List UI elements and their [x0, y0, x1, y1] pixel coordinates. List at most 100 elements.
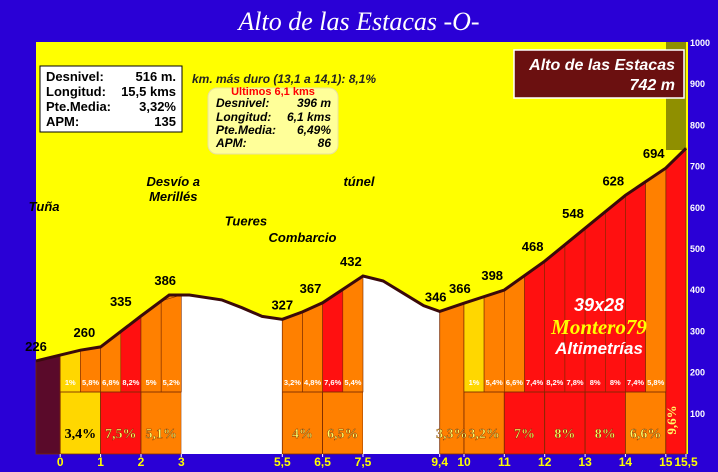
last-km-value-longitud: 6,1 kms [287, 110, 331, 124]
summit-altitude: 742 m [630, 77, 675, 94]
altitude-label: 327 [271, 297, 293, 312]
half-km-grade-label: 5,8% [647, 378, 664, 387]
half-km-grades: 1% 5,8% 6,8% 8,2% 5% 5,2% 3,2% 4,8% 7,6% 5,4% 1% 5,… [59, 167, 667, 393]
place-label: Combarcio [269, 230, 337, 245]
x-tick-label: 1 [97, 455, 104, 469]
km-grade-label: 3,4% [65, 427, 97, 442]
half-km-grade-label: 1% [469, 378, 480, 387]
half-km-grade-label: 6,6% [506, 378, 523, 387]
last-km-value-apm: 86 [318, 136, 332, 150]
half-km-fill [605, 194, 626, 393]
y-tick-label: 500 [690, 244, 705, 254]
stats-box: Desnivel: 516 m. Longitud: 15,5 kms Pte.… [39, 65, 183, 133]
altitude-label: 548 [562, 206, 584, 221]
last-km-value-pte-media: 6,49% [297, 123, 331, 137]
half-km-grade-label: 5,2% [163, 378, 180, 387]
stat-label-apm: APM: [46, 114, 79, 129]
half-km-fill [342, 275, 364, 393]
half-km-grade-label: 1% [65, 378, 76, 387]
altitude-label: 628 [602, 173, 624, 188]
km-grade-label: 6,5% [327, 427, 359, 442]
half-km-grade-label: 6,8% [102, 378, 119, 387]
gearing-label: 39x28 [574, 295, 624, 315]
half-km-fill [322, 288, 344, 393]
segment-fill [363, 276, 440, 454]
summit-box: Alto de las Estacas 742 m [513, 49, 685, 99]
km-grade-label: 8% [595, 427, 616, 442]
x-axis: 0 1 2 3 5,5 6,5 7,5 9,4 10 11 12 13 14 15 15,5 [57, 454, 698, 469]
stat-value-longitud: 15,5 kms [121, 84, 176, 99]
altitude-label: 386 [154, 273, 176, 288]
altitude-label: 366 [449, 281, 471, 296]
altitude-label: 367 [300, 281, 322, 296]
x-tick-label: 2 [138, 455, 145, 469]
y-tick-label: 600 [690, 203, 705, 213]
chart-title: Alto de las Estacas -O- [236, 7, 479, 36]
half-km-grade-label: 4,8% [304, 378, 321, 387]
x-tick-label: 6,5 [314, 455, 331, 469]
place-label: Tuña [29, 199, 60, 214]
half-km-fill [524, 260, 545, 393]
half-km-grade-label: 3,2% [284, 378, 301, 387]
half-km-fill [504, 275, 525, 393]
hardest-km-note: km. más duro (13,1 a 14,1): 8,1% [192, 72, 376, 86]
segment-fill [181, 295, 283, 454]
y-tick-label: 700 [690, 162, 705, 172]
km-grade-label: 3,2% [468, 427, 500, 442]
x-tick-label: 3 [178, 455, 185, 469]
altitude-label: 432 [340, 254, 362, 269]
half-km-grade-label: 7,4% [627, 378, 644, 387]
altitude-label: 694 [643, 146, 665, 161]
x-tick-label: 10 [457, 455, 471, 469]
place-label: Merillés [149, 189, 197, 204]
half-km-grade-label: 5,4% [486, 378, 503, 387]
stat-label-longitud: Longitud: [46, 84, 106, 99]
half-km-grade-label: 8% [610, 378, 621, 387]
altitude-label: 226 [25, 339, 47, 354]
last-km-label-longitud: Longitud: [216, 110, 271, 124]
y-tick-label: 100 [690, 409, 705, 419]
half-km-grade-label: 5,8% [82, 378, 99, 387]
last-km-label-pte-media: Pte.Media: [216, 123, 276, 137]
y-tick-label: 1000 [690, 38, 710, 48]
km-grade-label: 5,1% [145, 427, 177, 442]
half-km-grade-label: 5% [146, 378, 157, 387]
last-km-value-desnivel: 396 m [297, 96, 331, 110]
stat-label-desnivel: Desnivel: [46, 69, 104, 84]
altitude-label: 468 [522, 239, 544, 254]
x-tick-label: 15,5 [674, 455, 698, 469]
y-tick-label: 800 [690, 120, 705, 130]
credits: 39x28 Montero79 Altimetrías [550, 295, 647, 358]
km-grade-label: 3,3% [436, 427, 468, 442]
km-grade-labels: 3,4% 7,5% 5,1% 4% 6,5% 3,3% 3,2% 7% 8% 8% 6,6% 9,6% [65, 405, 679, 442]
half-km-fill [645, 167, 667, 393]
half-km-grade-label: 7,4% [526, 378, 543, 387]
summit-name: Alto de las Estacas [528, 57, 675, 74]
x-tick-label: 0 [57, 455, 64, 469]
km-grade-label: 8% [554, 427, 575, 442]
x-tick-label: 9,4 [431, 455, 448, 469]
half-km-fill [483, 289, 505, 393]
profile-line [35, 147, 688, 363]
km-grade-label: 7,5% [105, 427, 137, 442]
stat-value-desnivel: 516 m. [136, 69, 176, 84]
x-tick-label: 7,5 [355, 455, 372, 469]
km-grade-label: 4% [292, 427, 313, 442]
half-km-grade-label: 8,2% [122, 378, 139, 387]
half-km-grade-label: 7,8% [566, 378, 583, 387]
segment-fill [35, 354, 61, 455]
x-tick-label: 15 [659, 455, 673, 469]
half-km-grade-label: 8% [590, 378, 601, 387]
site-label: Altimetrías [554, 339, 643, 358]
half-km-grade-label: 5,4% [344, 378, 361, 387]
half-km-fill [625, 181, 646, 393]
author-label: Montero79 [550, 315, 647, 339]
y-tick-label: 300 [690, 326, 705, 336]
km-grade-label: 9,6% [664, 405, 679, 434]
last-km-label-desnivel: Desnivel: [216, 96, 269, 110]
altitude-label: 346 [425, 289, 447, 304]
x-tick-label: 12 [538, 455, 552, 469]
